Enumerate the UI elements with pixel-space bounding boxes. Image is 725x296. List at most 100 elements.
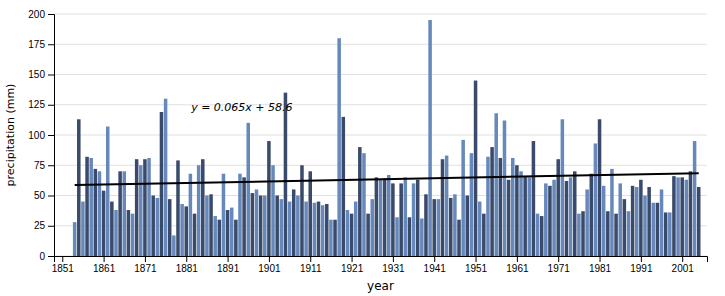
bar (664, 212, 668, 256)
y-tick-label: 25 (34, 220, 46, 231)
bar (176, 160, 180, 256)
y-tick: 50 (34, 190, 54, 201)
bar (424, 194, 428, 256)
bar (437, 199, 441, 256)
bar (569, 177, 573, 256)
bar (379, 180, 383, 256)
bar (676, 177, 680, 256)
bar (432, 199, 436, 256)
bar (375, 177, 379, 256)
bar (697, 187, 701, 256)
bar (313, 203, 317, 256)
bar (548, 186, 552, 256)
bar (263, 196, 267, 257)
bar (503, 120, 507, 256)
bar (399, 183, 403, 256)
bar (470, 153, 474, 256)
x-tick: 1921 (341, 256, 364, 274)
bar (362, 153, 366, 256)
bar (528, 177, 532, 256)
x-tick: 1981 (589, 256, 612, 274)
bar (89, 158, 93, 256)
bar (610, 169, 614, 256)
y-tick: 150 (28, 69, 54, 80)
x-tick: 1971 (548, 256, 571, 274)
bar (466, 196, 470, 257)
bar (660, 189, 664, 256)
grid-line (54, 135, 707, 136)
bar (131, 214, 135, 256)
bar (81, 202, 85, 256)
bar (581, 211, 585, 256)
x-tick: 1961 (506, 256, 529, 274)
bar (540, 216, 544, 256)
bar (561, 119, 565, 256)
y-tick: 25 (34, 220, 54, 231)
bar (585, 189, 589, 256)
x-tick-label: 1851 (52, 263, 75, 274)
bar (618, 183, 622, 256)
x-tick-mark (434, 256, 435, 262)
x-tick: 1861 (93, 256, 116, 274)
x-tick-label: 1871 (134, 263, 157, 274)
x-tick-mark (393, 256, 394, 262)
y-tick: 125 (28, 99, 54, 110)
y-tick-label: 50 (34, 190, 46, 201)
bar (102, 191, 106, 256)
bar (329, 220, 333, 256)
bar (143, 159, 147, 256)
bar (230, 208, 234, 256)
x-tick-label: 1981 (589, 263, 612, 274)
y-tick: 0 (39, 251, 54, 262)
bars (73, 20, 701, 256)
y-tick-mark (48, 44, 54, 45)
bar (246, 123, 250, 256)
x-tick-label: 1911 (300, 263, 322, 274)
bar (461, 140, 465, 256)
bar (94, 169, 98, 256)
bar (623, 199, 627, 256)
bar (135, 159, 139, 256)
bar (197, 165, 201, 256)
bar (346, 210, 350, 256)
bar (445, 156, 449, 256)
bar (689, 171, 693, 256)
bar (416, 180, 420, 256)
x-tick-label: 1941 (424, 263, 447, 274)
bar (453, 194, 457, 256)
y-tick: 200 (28, 9, 54, 20)
bar (201, 159, 205, 256)
x-tick: 1851 (52, 256, 75, 274)
y-tick: 75 (34, 160, 54, 171)
bar (457, 220, 461, 256)
bar (577, 214, 581, 256)
bar (573, 171, 577, 256)
bar (255, 189, 259, 256)
bar (552, 180, 556, 256)
bar (218, 220, 222, 256)
bar (408, 217, 412, 256)
y-tick-mark (48, 14, 54, 15)
grid-line (54, 74, 707, 75)
bar (127, 210, 131, 256)
y-tick-label: 100 (28, 130, 45, 141)
bar (639, 180, 643, 256)
bar (114, 210, 118, 256)
y-tick-label: 75 (34, 160, 46, 171)
x-tick-label: 1931 (382, 263, 405, 274)
bar (180, 204, 184, 256)
bar (354, 202, 358, 256)
y-axis-title: precipitation (mm) (4, 84, 17, 187)
x-tick-mark (145, 256, 146, 262)
bar (474, 81, 478, 256)
x-tick-mark (62, 256, 63, 262)
x-tick-label: 1961 (506, 263, 529, 274)
bar (652, 203, 656, 256)
bar (490, 147, 494, 256)
bar (523, 176, 527, 256)
x-tick: 1951 (465, 256, 488, 274)
bar (234, 220, 238, 256)
bar (222, 174, 226, 256)
grid (54, 14, 707, 256)
bar (635, 187, 639, 256)
